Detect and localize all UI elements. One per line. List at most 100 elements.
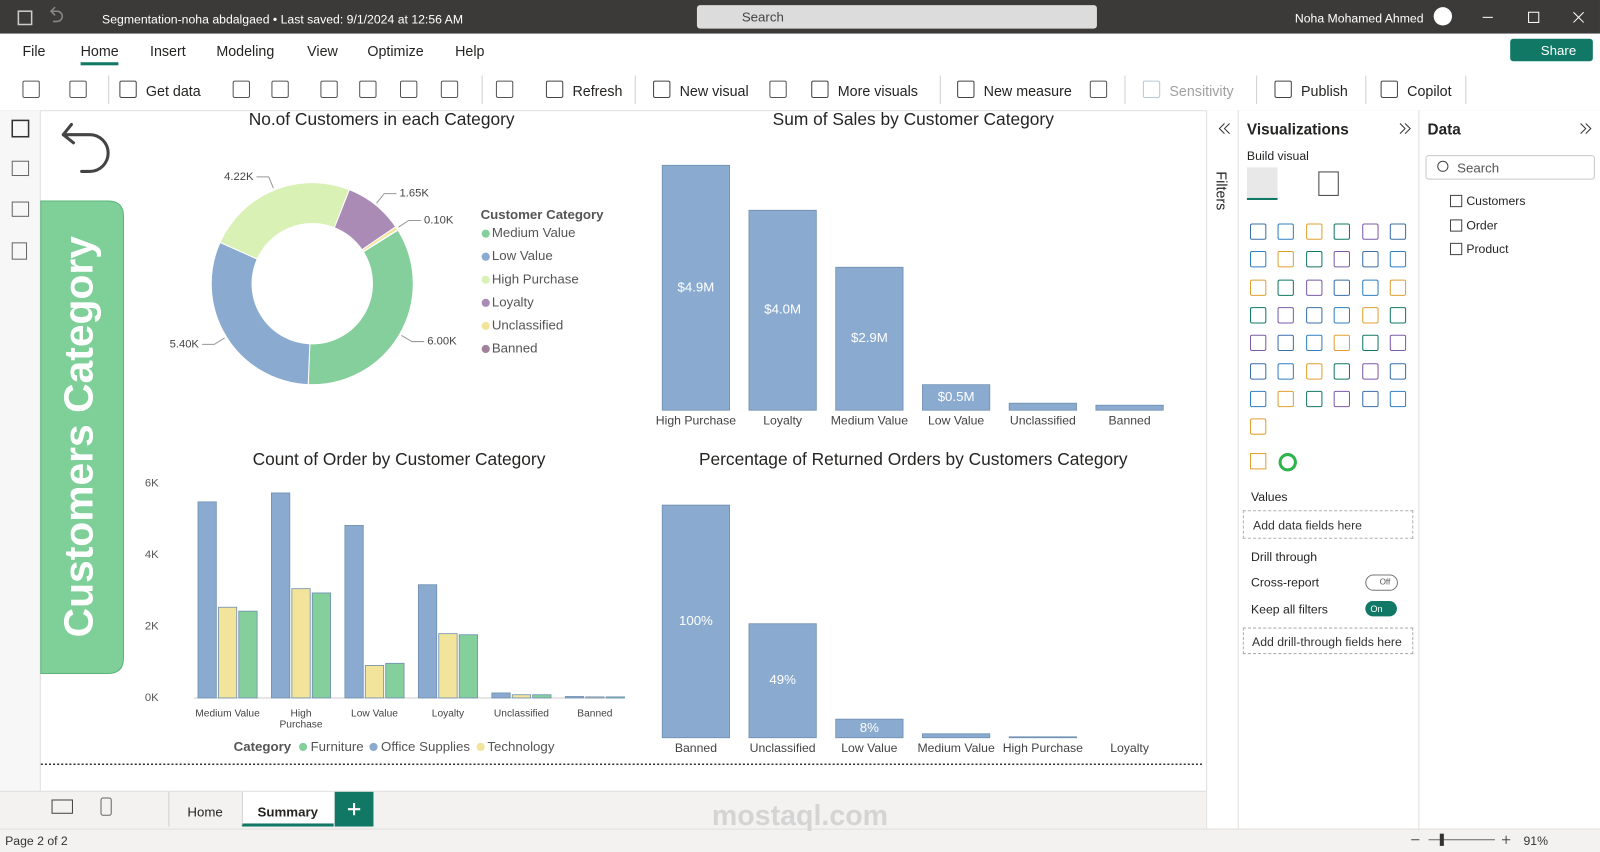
ribbon-icon[interactable] bbox=[495, 80, 514, 98]
ribbon-icon[interactable] bbox=[1380, 80, 1398, 98]
page-tab[interactable] bbox=[241, 791, 334, 827]
table-name[interactable]: Product bbox=[1466, 241, 1509, 257]
ribbon-icon[interactable] bbox=[399, 80, 418, 98]
visual-icon[interactable] bbox=[1361, 307, 1379, 324]
ribbon-icon[interactable] bbox=[69, 80, 87, 98]
visual-icon[interactable] bbox=[1389, 223, 1407, 240]
ribbon-button[interactable]: Get data bbox=[145, 82, 201, 99]
table-name[interactable]: Order bbox=[1466, 217, 1498, 233]
ribbon-icon[interactable] bbox=[1142, 80, 1161, 98]
visual-icon[interactable] bbox=[1361, 251, 1379, 268]
visual-icon[interactable] bbox=[1277, 251, 1295, 268]
ribbon-button[interactable]: Sensitivity bbox=[1169, 82, 1234, 99]
menu-tab[interactable]: Modeling bbox=[216, 42, 275, 60]
visual-icon[interactable] bbox=[1277, 307, 1295, 324]
visual-icon[interactable] bbox=[1277, 279, 1295, 296]
format-tab[interactable] bbox=[1318, 171, 1339, 196]
ribbon-button[interactable]: Publish bbox=[1301, 82, 1348, 99]
ribbon-icon[interactable] bbox=[440, 80, 459, 98]
visual-icon[interactable] bbox=[1249, 418, 1267, 435]
visual-icon[interactable] bbox=[1389, 307, 1407, 324]
visual-icon[interactable] bbox=[1361, 279, 1379, 296]
table-name[interactable]: Customers bbox=[1466, 193, 1526, 209]
table-icon[interactable] bbox=[1449, 194, 1463, 208]
menu-tab[interactable]: Optimize bbox=[367, 42, 424, 60]
visual-icon[interactable] bbox=[1249, 362, 1267, 380]
ribbon-icon[interactable] bbox=[811, 80, 829, 98]
visual-icon[interactable] bbox=[1389, 390, 1407, 407]
visual-icon[interactable] bbox=[1249, 223, 1267, 240]
menu-tab[interactable]: View bbox=[307, 42, 338, 60]
ribbon-icon[interactable] bbox=[1089, 80, 1108, 98]
visual-icon[interactable] bbox=[1278, 453, 1297, 472]
ribbon-button[interactable]: Copilot bbox=[1407, 82, 1452, 99]
visual-icon[interactable] bbox=[1389, 334, 1407, 352]
visual-icon[interactable] bbox=[1305, 279, 1323, 296]
visual-icon[interactable] bbox=[1333, 334, 1351, 352]
menu-tab[interactable]: Insert bbox=[149, 42, 186, 60]
visual-icon[interactable] bbox=[1305, 362, 1323, 380]
visual-icon[interactable] bbox=[1249, 334, 1267, 352]
visual-icon[interactable] bbox=[1389, 251, 1407, 268]
user-name[interactable]: Noha Mohamed Ahmed bbox=[1294, 11, 1424, 26]
filters-pane[interactable] bbox=[1206, 110, 1238, 829]
visual-icon[interactable] bbox=[1305, 251, 1323, 268]
table-icon[interactable] bbox=[1449, 242, 1463, 256]
visual-icon[interactable] bbox=[1389, 279, 1407, 296]
search-box[interactable] bbox=[696, 5, 1097, 29]
visual-icon[interactable] bbox=[1249, 453, 1267, 470]
visual-icon[interactable] bbox=[1361, 362, 1379, 380]
visual-icon[interactable] bbox=[1277, 334, 1295, 352]
visual-icon[interactable] bbox=[1333, 223, 1351, 240]
visual-icon[interactable] bbox=[1277, 390, 1295, 407]
ribbon-button[interactable]: Refresh bbox=[572, 82, 623, 99]
menu-tab[interactable]: Help bbox=[455, 42, 485, 60]
menu-tab[interactable]: Home bbox=[80, 43, 119, 66]
share-button[interactable] bbox=[1510, 38, 1593, 62]
bar bbox=[438, 633, 458, 699]
ribbon-button[interactable]: More visuals bbox=[837, 82, 918, 99]
table-icon[interactable] bbox=[1449, 218, 1463, 232]
ribbon-icon[interactable] bbox=[653, 80, 671, 98]
visual-icon[interactable] bbox=[1333, 307, 1351, 324]
page-tab[interactable] bbox=[168, 791, 242, 827]
toggle-off[interactable] bbox=[1365, 574, 1398, 591]
ribbon-icon[interactable] bbox=[545, 80, 564, 98]
visual-icon[interactable] bbox=[1333, 362, 1351, 380]
ribbon-icon[interactable] bbox=[359, 80, 377, 98]
visual-icon[interactable] bbox=[1333, 279, 1351, 296]
drop-zone[interactable] bbox=[1242, 627, 1414, 655]
drop-zone[interactable] bbox=[1242, 510, 1414, 539]
visual-icon[interactable] bbox=[1333, 251, 1351, 268]
visual-icon[interactable] bbox=[1333, 390, 1351, 407]
visual-icon[interactable] bbox=[1361, 223, 1379, 240]
visual-icon[interactable] bbox=[1249, 390, 1267, 407]
visual-icon[interactable] bbox=[1305, 307, 1323, 324]
ribbon-icon[interactable] bbox=[271, 80, 289, 98]
ribbon-icon[interactable] bbox=[1274, 80, 1292, 98]
visual-icon[interactable] bbox=[1305, 390, 1323, 407]
ribbon-icon[interactable] bbox=[320, 80, 338, 98]
visual-icon[interactable] bbox=[1249, 251, 1267, 268]
ribbon-icon[interactable] bbox=[957, 80, 975, 98]
visual-icon[interactable] bbox=[1249, 279, 1267, 296]
menu-tab[interactable]: File bbox=[22, 42, 46, 60]
data-search[interactable] bbox=[1425, 155, 1595, 180]
visual-icon[interactable] bbox=[1389, 362, 1407, 380]
visual-icon[interactable] bbox=[1361, 334, 1379, 352]
ribbon-icon[interactable] bbox=[232, 80, 250, 98]
visual-icon[interactable] bbox=[1305, 334, 1323, 352]
visual-icon[interactable] bbox=[1361, 390, 1379, 407]
toggle-on[interactable] bbox=[1365, 601, 1397, 617]
ribbon-icon[interactable] bbox=[769, 80, 787, 98]
ribbon-icon[interactable] bbox=[22, 80, 40, 98]
build-visual-tab[interactable] bbox=[1246, 167, 1278, 200]
ribbon-icon[interactable] bbox=[119, 80, 137, 98]
visual-icon[interactable] bbox=[1305, 223, 1323, 240]
visual-icon[interactable] bbox=[1277, 223, 1295, 240]
visual-icon[interactable] bbox=[1277, 362, 1295, 380]
bar bbox=[1008, 402, 1077, 411]
ribbon-button[interactable]: New visual bbox=[679, 82, 749, 99]
visual-icon[interactable] bbox=[1249, 307, 1267, 324]
ribbon-button[interactable]: New measure bbox=[983, 82, 1072, 99]
